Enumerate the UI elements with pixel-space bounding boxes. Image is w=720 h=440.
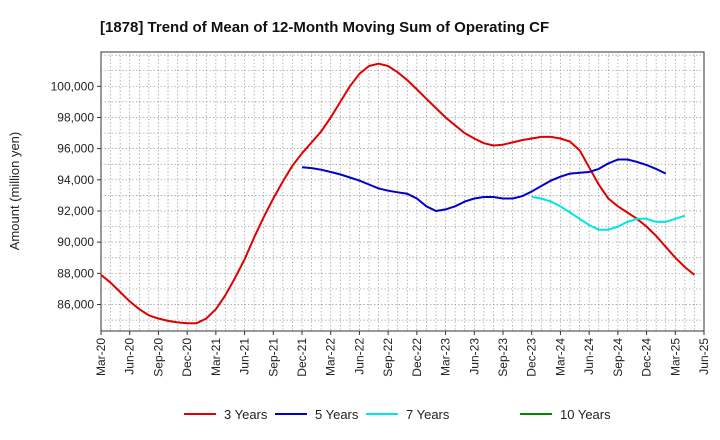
legend: 3 Years 5 Years 7 Years 10 Years <box>184 407 611 422</box>
x-tick-label: Mar-24 <box>553 338 567 376</box>
y-tick-label: 98,000 <box>57 110 94 124</box>
series-line-3-years <box>100 62 696 325</box>
y-axis-ticks: 86,000 88,000 90,000 92,000 94,000 96,000 98,0… <box>51 79 101 312</box>
x-tick-label: Mar-21 <box>209 338 223 376</box>
x-tick-label: Jun-23 <box>467 338 481 375</box>
legend-label: 10 Years <box>560 407 611 422</box>
chart-title: [1878] Trend of Mean of 12-Month Moving … <box>100 19 549 36</box>
y-tick-label: 94,000 <box>57 173 94 187</box>
x-tick-label: Dec-24 <box>640 338 654 377</box>
y-tick-label: 100,000 <box>51 79 95 93</box>
legend-label: 3 Years <box>224 407 268 422</box>
x-tick-label: Jun-25 <box>697 338 711 375</box>
x-axis-ticks: Mar-20 Jun-20 Sep-20 Dec-20 Mar-21 Jun-21 Sep-… <box>94 331 711 377</box>
x-tick-label: Dec-23 <box>525 338 539 377</box>
x-tick-label: Dec-20 <box>180 338 194 377</box>
x-tick-label: Jun-22 <box>352 338 366 375</box>
y-tick-label: 86,000 <box>57 298 94 312</box>
x-tick-label: Jun-21 <box>238 338 252 375</box>
series-line-5-years <box>301 158 667 212</box>
y-tick-label: 90,000 <box>57 235 94 249</box>
x-tick-label: Jun-24 <box>582 338 596 375</box>
x-tick-label: Jun-20 <box>123 338 137 375</box>
y-tick-label: 96,000 <box>57 142 94 156</box>
plot-area <box>100 51 705 332</box>
x-tick-label: Sep-23 <box>496 338 510 377</box>
x-tick-label: Sep-20 <box>151 338 165 377</box>
y-tick-label: 88,000 <box>57 266 94 280</box>
x-tick-label: Mar-23 <box>439 338 453 376</box>
legend-label: 5 Years <box>315 407 359 422</box>
x-tick-label: Sep-24 <box>611 338 625 377</box>
x-tick-label: Mar-22 <box>324 338 338 376</box>
series-lines <box>100 62 696 325</box>
x-tick-label: Dec-21 <box>295 338 309 377</box>
x-tick-label: Mar-25 <box>668 338 682 376</box>
x-tick-label: Sep-22 <box>381 338 395 377</box>
x-tick-label: Dec-22 <box>410 338 424 377</box>
legend-label: 7 Years <box>406 407 450 422</box>
x-tick-label: Sep-21 <box>266 338 280 377</box>
y-tick-label: 92,000 <box>57 204 94 218</box>
series-line-7-years <box>531 196 686 231</box>
x-tick-label: Mar-20 <box>94 338 108 376</box>
y-axis-label: Amount (million yen) <box>7 132 22 251</box>
